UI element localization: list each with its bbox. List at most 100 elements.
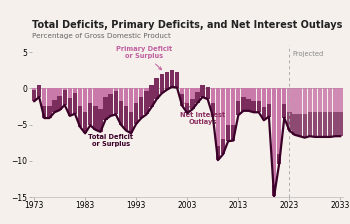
Bar [246,99,251,111]
Bar [272,185,276,196]
Bar [262,107,266,120]
Bar [308,88,312,112]
Bar [63,90,67,105]
Bar [282,88,286,104]
Bar [333,88,337,112]
Bar [73,88,77,93]
Bar [119,88,123,101]
Bar [88,88,92,103]
Bar [103,88,108,97]
Bar [195,92,199,103]
Bar [241,97,246,111]
Bar [328,112,332,137]
Bar [221,139,225,154]
Bar [63,88,67,90]
Bar [272,88,276,185]
Bar [114,91,118,114]
Bar [257,88,261,101]
Text: Percentage of Gross Domestic Product: Percentage of Gross Domestic Product [32,33,170,39]
Bar [262,88,266,107]
Bar [37,85,41,97]
Bar [160,74,164,93]
Bar [302,114,307,138]
Bar [164,72,169,88]
Bar [333,112,337,136]
Bar [160,74,164,88]
Bar [190,99,195,109]
Bar [287,88,292,112]
Bar [282,104,286,118]
Bar [149,85,154,88]
Bar [205,87,210,99]
Bar [83,112,87,133]
Bar [124,106,128,130]
Text: Net Interest
Outlays: Net Interest Outlays [180,103,225,125]
Bar [78,88,82,106]
Bar [205,87,210,88]
Text: Total Deficit
or Surplus: Total Deficit or Surplus [88,134,133,147]
Bar [313,112,317,137]
Bar [231,88,236,125]
Bar [195,88,199,92]
Bar [201,85,205,97]
Bar [236,88,240,101]
Bar [73,93,77,114]
Bar [57,96,62,110]
Bar [119,101,123,125]
Bar [211,103,215,116]
Bar [108,88,113,94]
Bar [139,97,144,118]
Bar [144,91,148,114]
Bar [201,85,205,88]
Bar [226,88,230,125]
Bar [164,72,169,90]
Bar [190,88,195,99]
Bar [251,101,256,112]
Bar [323,88,327,112]
Bar [37,85,41,88]
Bar [277,88,281,154]
Bar [338,88,343,112]
Bar [292,114,297,135]
Bar [83,88,87,112]
Bar [52,100,57,112]
Bar [154,78,159,99]
Bar [241,88,246,97]
Bar [47,106,51,118]
Bar [302,88,307,114]
Bar [68,99,72,116]
Bar [226,125,230,141]
Bar [251,88,256,101]
Bar [139,88,144,97]
Bar [149,85,154,107]
Text: Primary Deficit
or Surplus: Primary Deficit or Surplus [116,46,172,70]
Bar [216,88,220,146]
Bar [308,112,312,136]
Bar [134,103,138,124]
Bar [236,101,240,115]
Bar [277,154,281,164]
Bar [180,94,184,106]
Bar [185,88,189,103]
Bar [88,103,92,125]
Bar [318,112,322,137]
Bar [68,88,72,99]
Bar [298,114,302,136]
Bar [292,88,297,114]
Bar [134,88,138,103]
Bar [114,88,118,91]
Bar [98,88,103,109]
Text: Total Deficits, Primary Deficits, and Net Interest Outlays: Total Deficits, Primary Deficits, and Ne… [32,20,342,30]
Bar [170,70,174,88]
Bar [42,106,47,118]
Bar [216,146,220,160]
Bar [257,101,261,112]
Bar [221,88,225,139]
Bar [93,88,98,106]
Bar [180,88,184,94]
Bar [246,88,251,99]
Bar [170,70,174,87]
Bar [298,88,302,114]
Bar [32,88,36,90]
Bar [267,88,271,103]
